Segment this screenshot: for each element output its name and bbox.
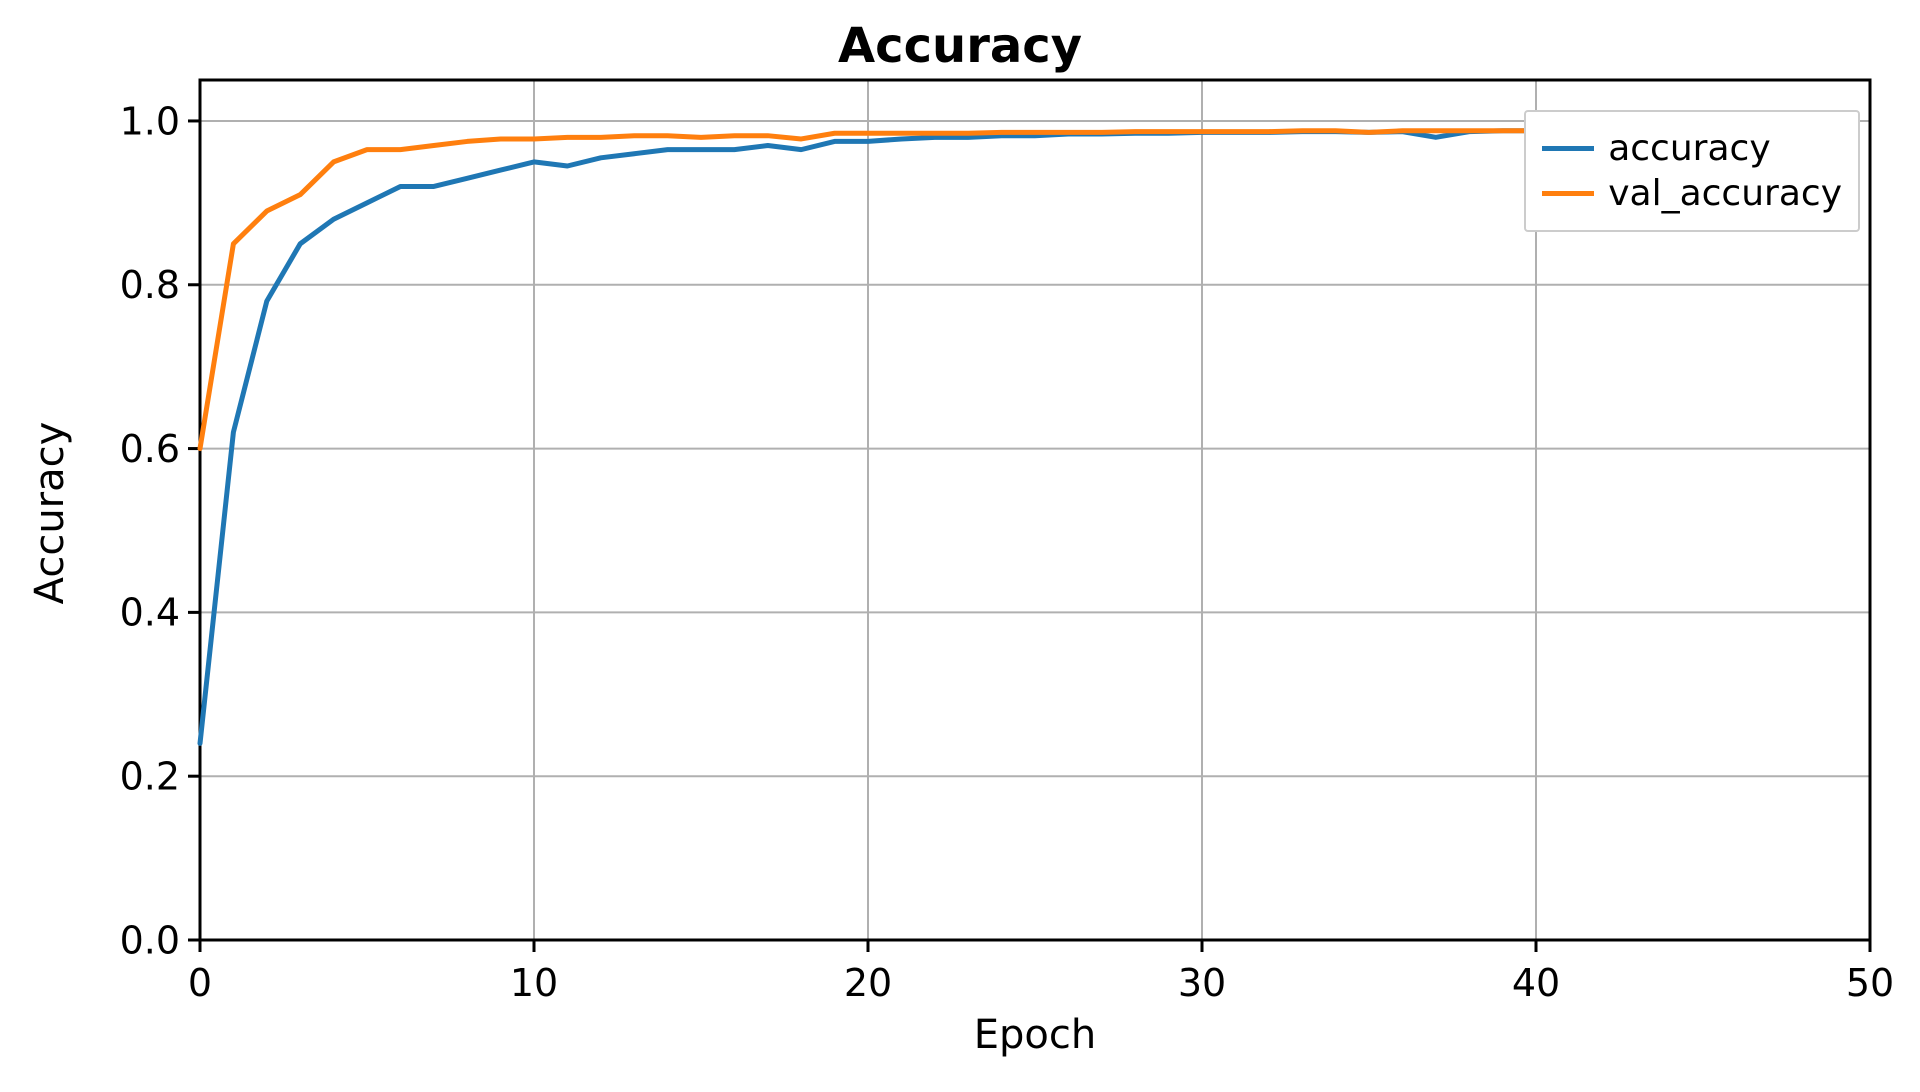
y-tick-label: 0.2 (120, 754, 180, 798)
x-tick-label: 50 (1846, 961, 1894, 1005)
legend: accuracyval_accuracy (1524, 110, 1860, 232)
x-tick-label: 30 (1178, 961, 1226, 1005)
x-tick-label: 40 (1512, 961, 1560, 1005)
y-tick-label: 0.8 (120, 263, 180, 307)
y-tick-label: 1.0 (120, 99, 180, 143)
y-tick-label: 0.6 (120, 427, 180, 471)
legend-item-val_accuracy: val_accuracy (1542, 173, 1842, 214)
x-tick-label: 0 (188, 961, 212, 1005)
legend-swatch (1542, 191, 1594, 196)
y-tick-label: 0.0 (120, 918, 180, 962)
legend-label: val_accuracy (1608, 173, 1842, 214)
x-tick-label: 10 (510, 961, 558, 1005)
legend-label: accuracy (1608, 128, 1770, 169)
y-axis-label: Accuracy (27, 83, 73, 943)
y-tick-label: 0.4 (120, 591, 180, 635)
x-tick-label: 20 (844, 961, 892, 1005)
legend-item-accuracy: accuracy (1542, 128, 1842, 169)
legend-swatch (1542, 146, 1594, 151)
x-axis-label: Epoch (200, 1012, 1870, 1058)
accuracy-chart: Accuracy 010203040500.00.20.40.60.81.0 A… (0, 0, 1920, 1092)
